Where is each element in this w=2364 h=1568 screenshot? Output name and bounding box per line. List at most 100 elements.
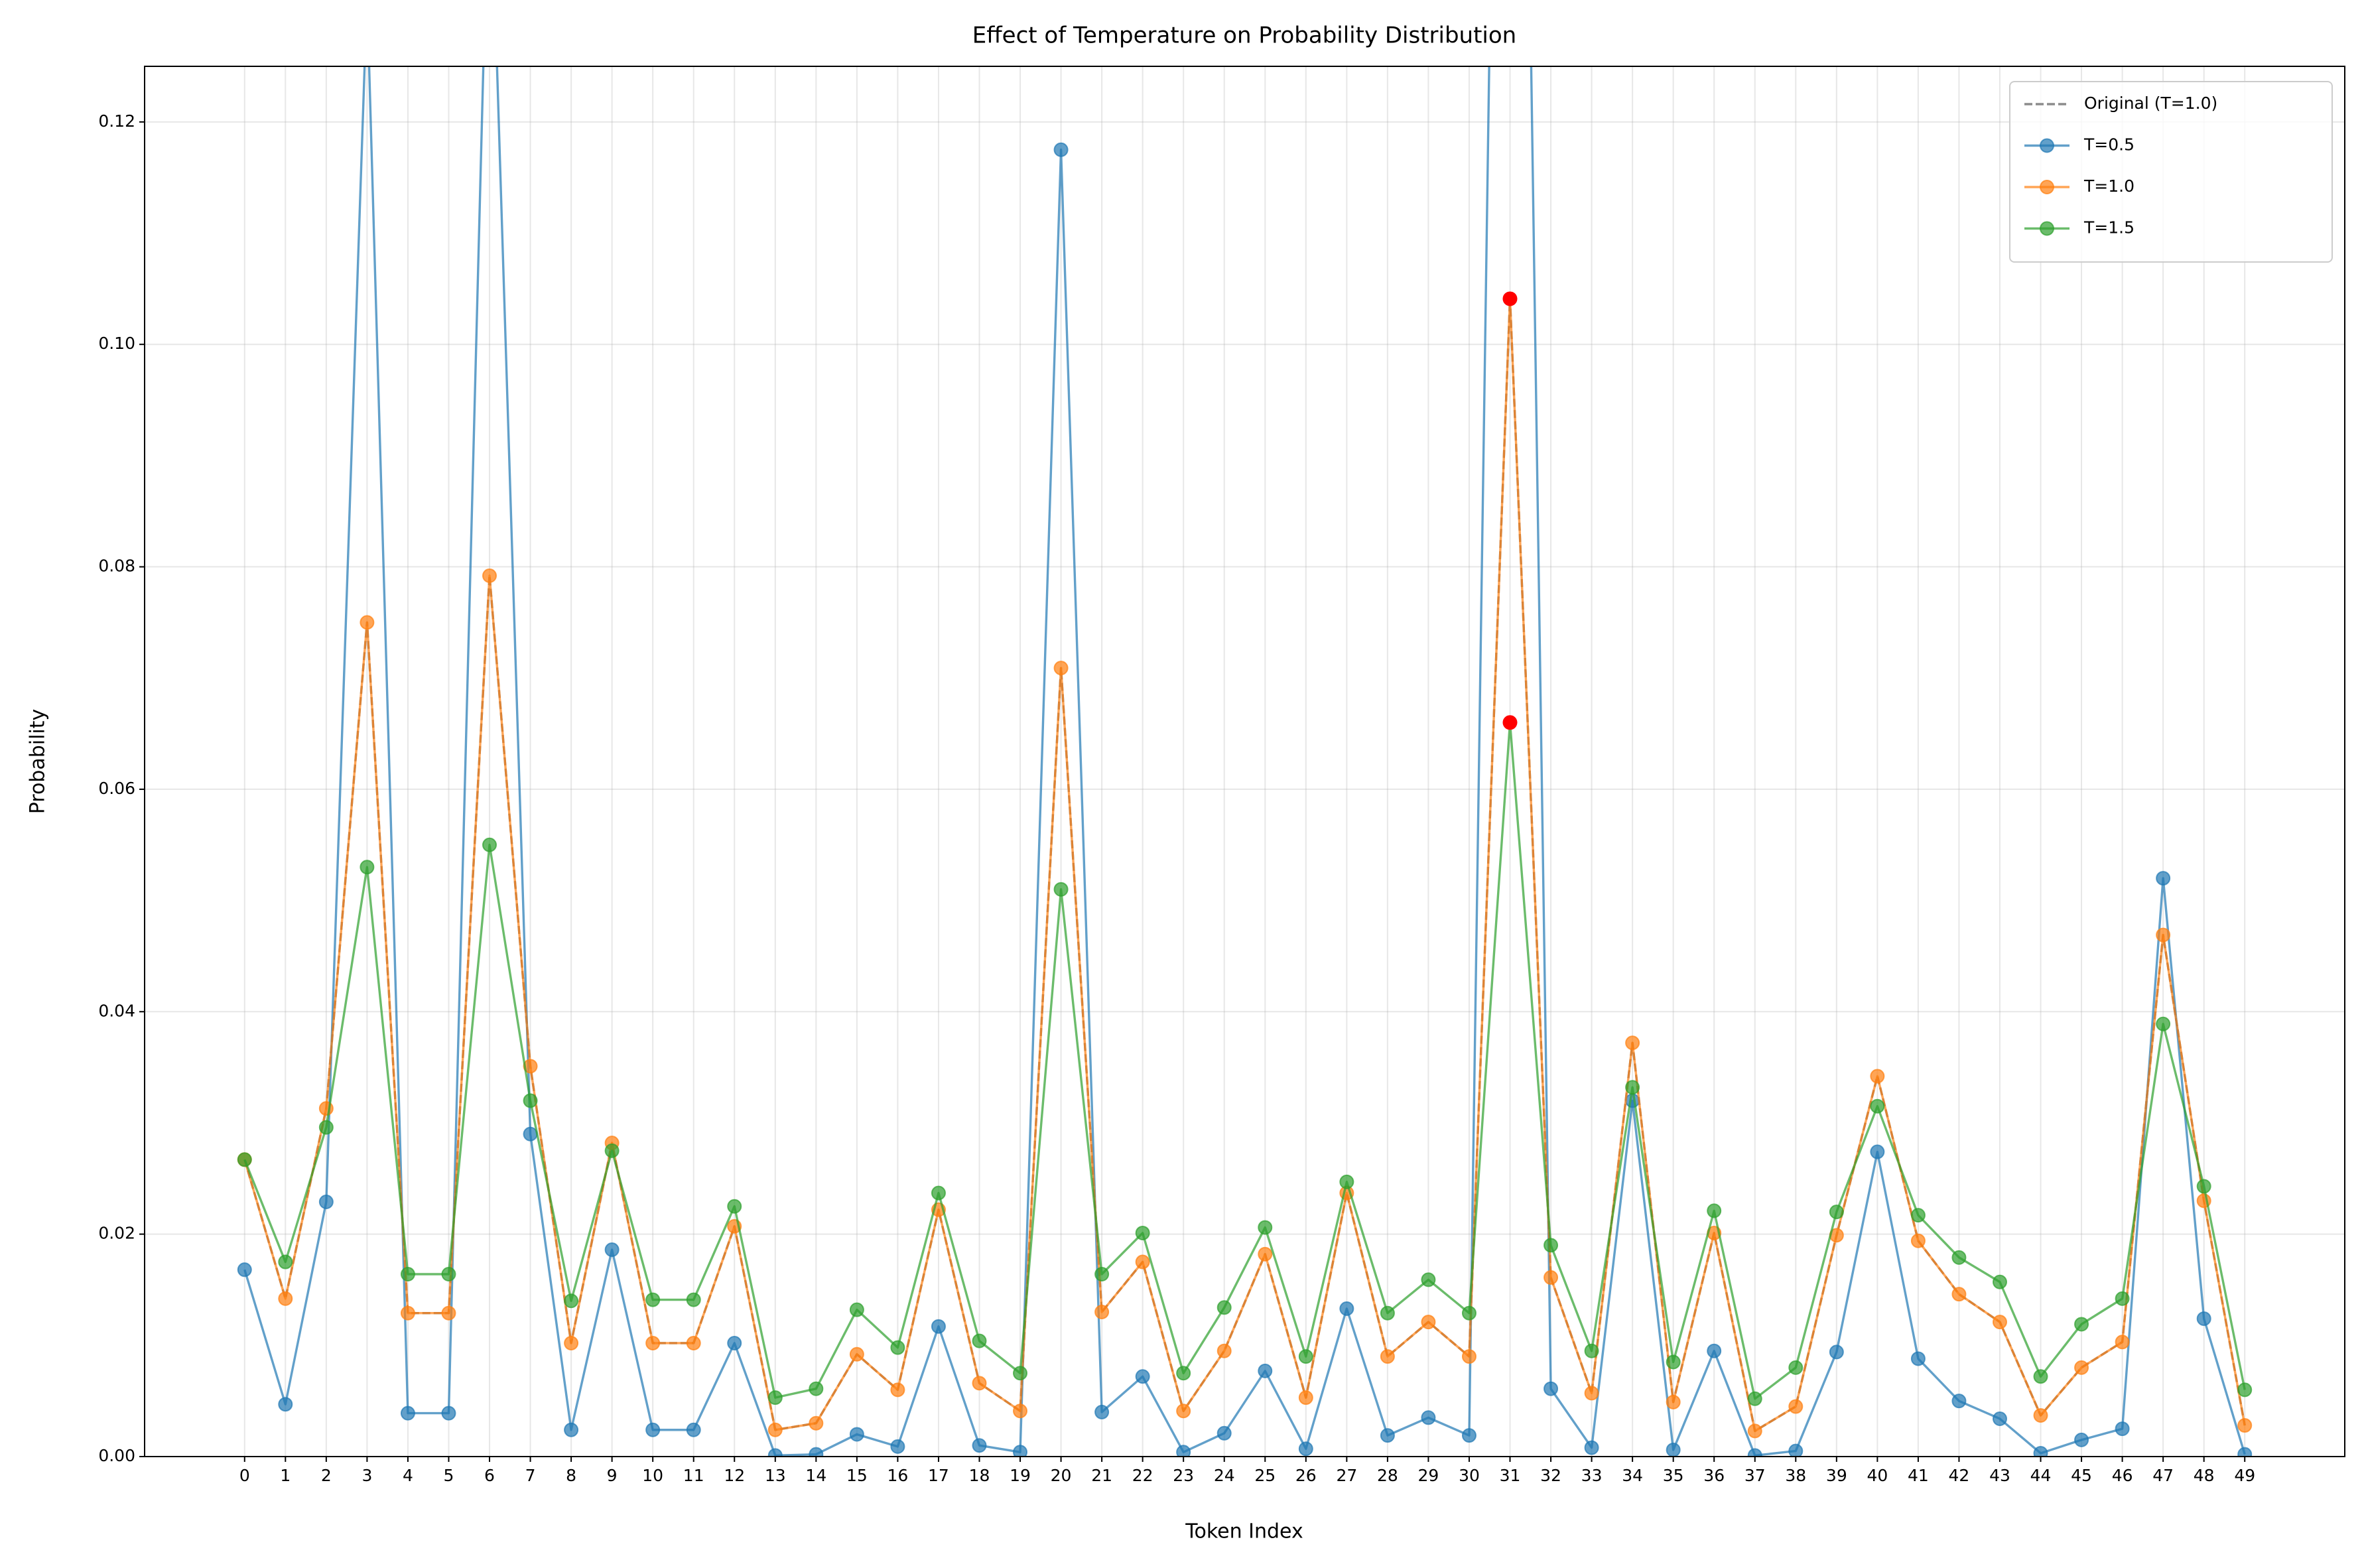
x-tick-label: 22: [1132, 1466, 1153, 1485]
data-point: [2033, 1407, 2048, 1423]
data-point: [1910, 1351, 1926, 1366]
data-point: [1258, 1363, 1273, 1378]
legend-marker: [2040, 138, 2054, 153]
x-tick-label: 6: [484, 1466, 495, 1485]
data-point: [972, 1333, 987, 1348]
data-point: [2156, 871, 2171, 886]
x-tick-label: 18: [969, 1466, 990, 1485]
data-point: [1216, 1343, 1232, 1358]
data-point: [1870, 1098, 1885, 1114]
data-point: [1298, 1349, 1313, 1364]
x-tick-label: 26: [1295, 1466, 1317, 1485]
data-point: [1176, 1366, 1191, 1381]
x-tick-label: 2: [321, 1466, 332, 1485]
data-point: [604, 1242, 620, 1258]
x-tick-label: 43: [1989, 1466, 2010, 1485]
data-point: [1584, 1343, 1599, 1358]
data-point: [686, 1292, 701, 1307]
data-point: [1543, 1238, 1559, 1253]
data-point: [809, 1381, 824, 1396]
data-point: [1992, 1411, 2007, 1426]
x-tick-label: 16: [887, 1466, 909, 1485]
data-point: [727, 1335, 742, 1350]
y-tick-label: 0.02: [98, 1224, 135, 1243]
data-point: [1543, 1270, 1559, 1285]
y-tick-label: 0.12: [98, 111, 135, 131]
legend-label: Original (T=1.0): [2084, 94, 2217, 113]
data-point: [1910, 1233, 1926, 1248]
data-point: [523, 1093, 538, 1108]
data-point: [1053, 882, 1069, 897]
data-point: [1013, 1366, 1028, 1381]
data-point: [2033, 1369, 2048, 1384]
data-point: [400, 1267, 415, 1282]
data-point: [931, 1185, 946, 1201]
x-tick-label: 0: [239, 1466, 250, 1485]
data-point: [482, 568, 497, 583]
x-tick-label: 48: [2194, 1466, 2215, 1485]
data-point: [1992, 1315, 2007, 1330]
y-tick-label: 0.10: [98, 334, 135, 353]
series-line: [243, 66, 2246, 1457]
x-tick-label: 13: [765, 1466, 786, 1485]
data-point: [1094, 1404, 1110, 1419]
data-point: [686, 1335, 701, 1350]
data-point: [2074, 1432, 2089, 1447]
data-point: [441, 1267, 456, 1282]
data-point: [890, 1382, 905, 1398]
y-tick-label: 0.08: [98, 556, 135, 576]
data-point: [767, 1390, 783, 1405]
x-tick-label: 33: [1581, 1466, 1603, 1485]
data-point: [2033, 1445, 2048, 1457]
data-point: [1380, 1305, 1395, 1321]
data-point: [2156, 927, 2171, 943]
x-tick-label: 3: [361, 1466, 372, 1485]
x-tick-label: 38: [1785, 1466, 1806, 1485]
data-point: [849, 1427, 864, 1442]
legend-label: T=1.0: [2083, 176, 2134, 196]
x-tick-label: 24: [1214, 1466, 1235, 1485]
data-point: [1870, 1069, 1885, 1084]
x-tick-label: 15: [846, 1466, 868, 1485]
data-point: [523, 1126, 538, 1142]
data-point: [2196, 1179, 2211, 1194]
legend-label: T=0.5: [2083, 135, 2134, 155]
data-point: [809, 1415, 824, 1431]
data-point: [564, 1422, 579, 1437]
data-point: [1339, 1301, 1354, 1316]
data-point: [2074, 1317, 2089, 1332]
x-tick-label: 49: [2234, 1466, 2255, 1485]
x-tick-label: 44: [2030, 1466, 2052, 1485]
data-point: [400, 1305, 415, 1321]
data-point: [2196, 1311, 2211, 1327]
data-point: [1788, 1360, 1804, 1375]
x-tick-label: 37: [1744, 1466, 1766, 1485]
data-point: [1053, 142, 1069, 157]
data-point: [1176, 1445, 1191, 1457]
data-point: [1829, 1344, 1844, 1360]
x-tick-label: 1: [280, 1466, 291, 1485]
x-axis-label: Token Index: [1185, 1520, 1303, 1543]
x-tick-label: 10: [642, 1466, 663, 1485]
data-point: [1298, 1441, 1313, 1457]
data-point: [360, 615, 375, 630]
data-point: [727, 1199, 742, 1214]
data-point: [1625, 1035, 1640, 1051]
x-tick-label: 7: [525, 1466, 536, 1485]
x-tick-label: 47: [2152, 1466, 2174, 1485]
data-point: [645, 1422, 661, 1437]
data-point: [972, 1376, 987, 1391]
data-point: [2074, 1360, 2089, 1375]
data-point: [972, 1438, 987, 1453]
data-point: [400, 1405, 415, 1421]
data-point: [1258, 1220, 1273, 1235]
data-point: [890, 1340, 905, 1355]
x-tick-label: 21: [1091, 1466, 1112, 1485]
x-tick-label: 36: [1703, 1466, 1725, 1485]
legend-marker: [2040, 221, 2054, 236]
x-tick-label: 29: [1418, 1466, 1439, 1485]
data-point: [2237, 1382, 2253, 1398]
data-point: [2237, 1447, 2253, 1457]
